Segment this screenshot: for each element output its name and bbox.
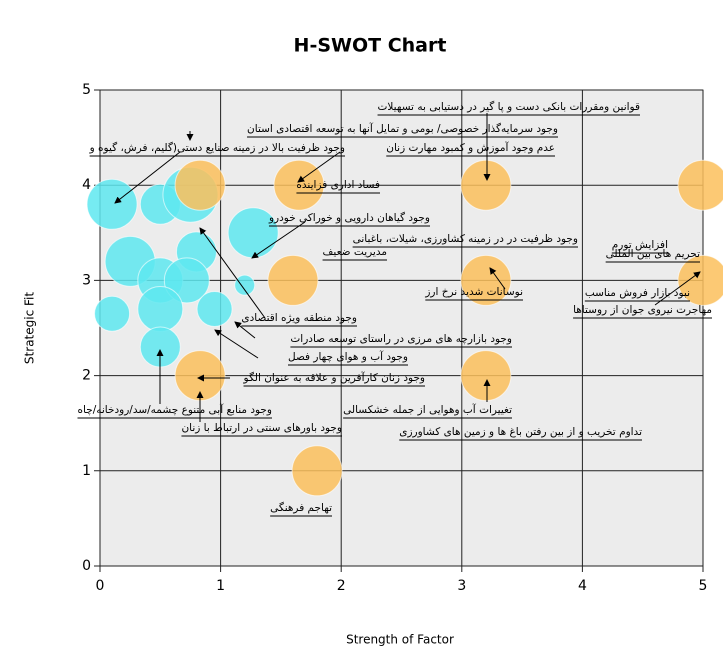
annotation: وجود منطقه ویژه اقتصادی	[241, 312, 357, 324]
x-tick-label: 4	[578, 578, 587, 594]
x-axis-label: Strength of Factor	[346, 633, 454, 647]
x-tick-label: 0	[96, 578, 105, 594]
bubble	[678, 160, 723, 210]
annotation: وجود بازارچه های مرزی در راستای توسعه صا…	[290, 333, 512, 345]
y-tick-label: 0	[82, 558, 91, 574]
y-tick-label: 1	[82, 463, 91, 479]
annotation: تحریم های بین المللی	[606, 248, 700, 260]
bubble	[235, 275, 255, 295]
bubble	[175, 160, 225, 210]
annotation: وجود منابع آبی متنوع چشمه/سد/رودخانه/چاه	[78, 403, 273, 416]
plot-area	[100, 90, 703, 566]
x-tick-label: 5	[699, 578, 708, 594]
annotation: وجود سرمایه‌گذار خصوصی/ بومی و تمایل آنه…	[247, 122, 558, 135]
annotation: نوسانات شدید نرخ ارز	[424, 286, 523, 298]
annotation: مدیریت ضعیف	[323, 246, 387, 258]
page: H-SWOT Chart Strength of Factor Strategi…	[0, 0, 723, 650]
annotation: وجود ظرفیت در در زمینه کشاورزی، شیلات، ب…	[353, 233, 578, 245]
annotation: قوانین ومقررات بانکی دست و پا گیر در دست…	[378, 100, 640, 113]
bubble	[292, 446, 342, 496]
annotation: وجود گیاهان دارویی و خوراکی خودرو	[268, 211, 430, 224]
bubble	[268, 255, 318, 305]
annotation: تداوم تخریب و از بین رفتن باغ ها و زمین …	[399, 426, 642, 438]
annotation: تغییرات آب وهوایی از جمله خشکسالی	[343, 403, 512, 416]
y-tick-label: 3	[82, 272, 91, 288]
annotation: وجود ظرفیت بالا در زمینه صنایع دستی(گلیم…	[89, 141, 345, 154]
annotation: وجود آب و هوای چهار فصل	[288, 350, 408, 363]
chart: H-SWOT Chart Strength of Factor Strategi…	[0, 0, 723, 650]
y-tick-label: 4	[82, 177, 91, 193]
bubble	[95, 296, 130, 331]
annotation: مهاجرت نیروی جوان از روستاها	[573, 304, 712, 316]
x-tick-label: 3	[457, 578, 466, 594]
bubble	[461, 351, 511, 401]
bubble	[87, 179, 137, 229]
bubble	[197, 291, 232, 326]
y-tick-label: 5	[82, 82, 91, 98]
x-tick-label: 1	[216, 578, 225, 594]
y-axis-label: Strategic Fit	[23, 292, 37, 364]
bubble	[138, 286, 183, 331]
y-tick-label: 2	[82, 368, 91, 384]
annotation: تهاجم فرهنگی	[270, 501, 332, 514]
annotation: فساد اداری فزاینده	[296, 179, 380, 191]
x-tick-label: 2	[337, 578, 346, 594]
chart-title: H-SWOT Chart	[294, 35, 447, 57]
bubble	[461, 160, 511, 210]
annotation: وجود باورهای سنتی در ارتباط با زنان	[181, 422, 342, 434]
annotation: وجود زنان کارآفرین و علاقه به عنوان الگو	[243, 371, 425, 384]
annotation: نبود بازار فروش مناسب	[585, 287, 690, 299]
annotation: عدم وجود آموزش و کمبود مهارت زنان	[386, 141, 555, 154]
